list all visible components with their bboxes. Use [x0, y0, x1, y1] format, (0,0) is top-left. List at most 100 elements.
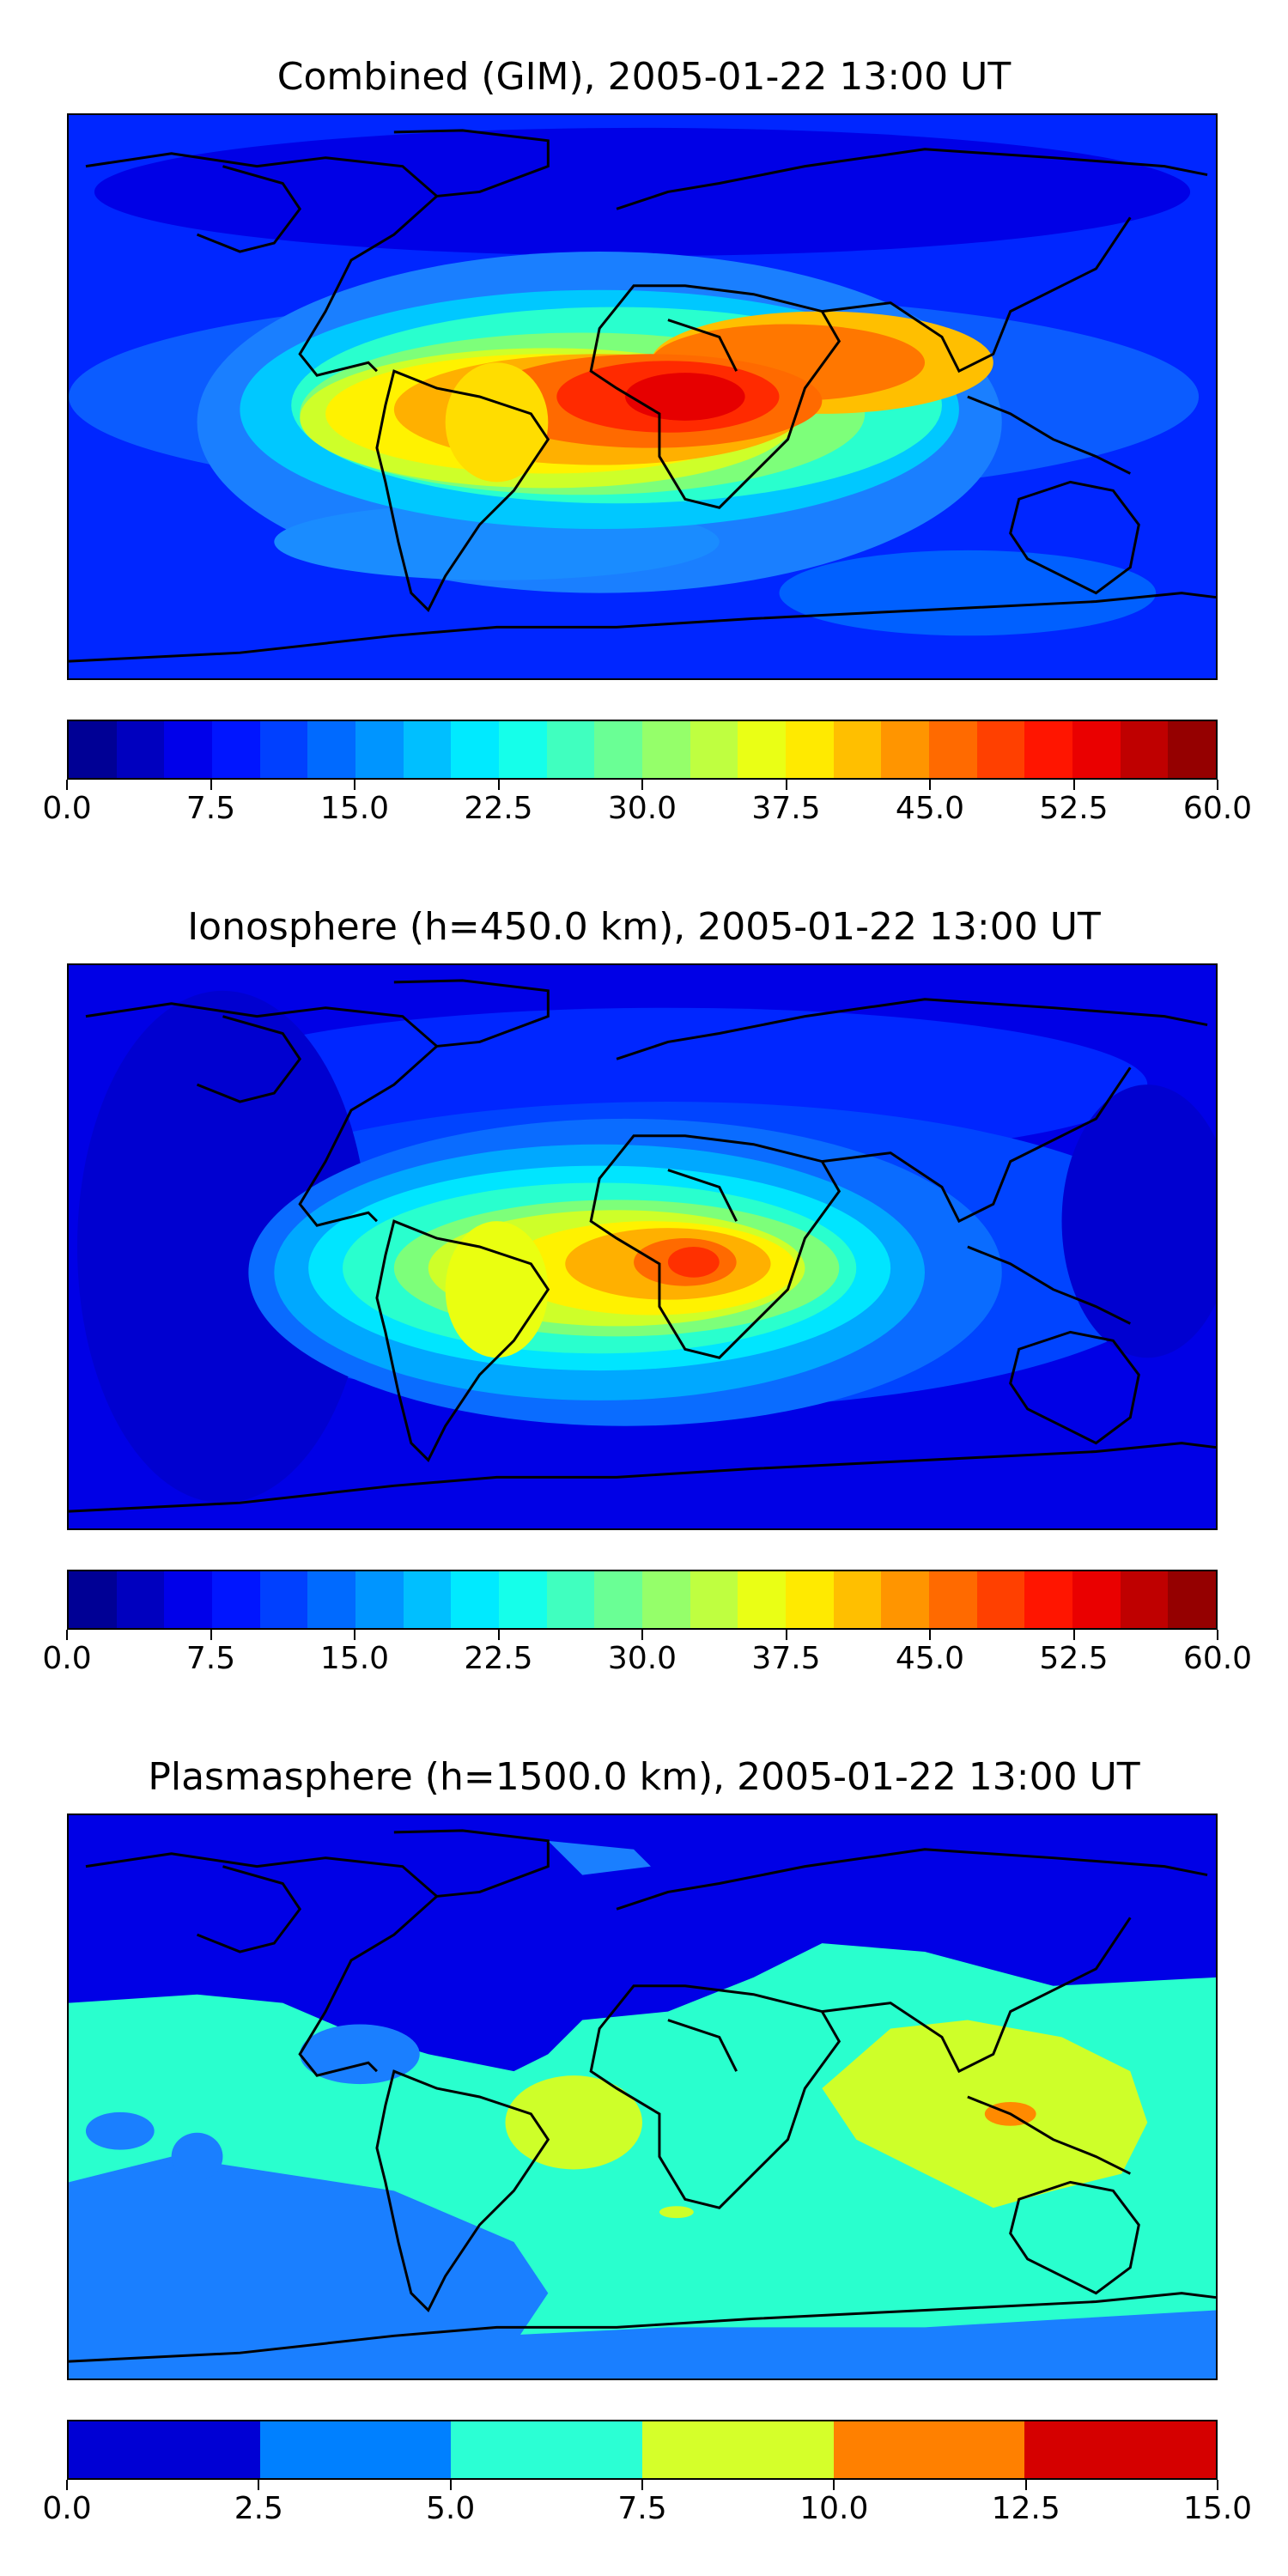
- colorbar-segment: [259, 2421, 452, 2478]
- panel-1-title: Combined (GIM), 2005-01-22 13:00 UT: [276, 55, 1012, 99]
- colorbar-tick-label: 15.0: [319, 791, 390, 826]
- panel-1-colorbar: [67, 720, 1218, 780]
- colorbar-tick-mark: [1024, 2480, 1027, 2490]
- colorbar-segment: [1024, 721, 1073, 778]
- colorbar-tick-mark: [641, 780, 643, 790]
- colorbar-segment: [642, 2421, 834, 2478]
- colorbar-segment: [355, 721, 404, 778]
- colorbar-segment: [1168, 721, 1216, 778]
- colorbar-tick-label: 52.5: [1039, 1641, 1109, 1676]
- panel-3-colorbar: [67, 2420, 1218, 2480]
- colorbar-segment: [786, 1571, 834, 1628]
- panel-2-map-svg: [69, 965, 1216, 1528]
- panel-2-colorbar: [67, 1570, 1218, 1630]
- colorbar-segment: [929, 1571, 977, 1628]
- colorbar-tick-mark: [641, 2480, 643, 2490]
- colorbar-tick-mark: [1217, 780, 1218, 790]
- colorbar-segment: [451, 1571, 500, 1628]
- colorbar-tick-label: 7.5: [185, 1641, 236, 1676]
- colorbar-tick-label: 15.0: [319, 1641, 390, 1676]
- colorbar-segment: [212, 721, 260, 778]
- colorbar-tick-label: 52.5: [1039, 791, 1109, 826]
- colorbar-tick-mark: [785, 1630, 787, 1640]
- colorbar-segment: [690, 1571, 738, 1628]
- colorbar-segment: [833, 2421, 1025, 2478]
- colorbar-tick-mark: [1072, 780, 1075, 790]
- colorbar-segment: [403, 721, 452, 778]
- colorbar-tick-mark: [66, 1630, 68, 1640]
- colorbar-tick-label: 37.5: [751, 791, 821, 826]
- colorbar-segment: [594, 1571, 643, 1628]
- colorbar-segment: [881, 721, 930, 778]
- colorbar-tick-label: 0.0: [42, 1641, 92, 1676]
- colorbar-segment: [116, 1571, 165, 1628]
- colorbar-segment: [259, 1571, 308, 1628]
- colorbar-segment: [546, 1571, 595, 1628]
- colorbar-segment: [69, 721, 117, 778]
- colorbar-tick-mark: [354, 780, 355, 790]
- colorbar-segment: [881, 1571, 930, 1628]
- colorbar-segment: [499, 721, 547, 778]
- colorbar-tick-label: 30.0: [607, 791, 677, 826]
- colorbar-tick-label: 2.5: [234, 2491, 283, 2526]
- colorbar-segment: [259, 721, 308, 778]
- colorbar-tick-label: 45.0: [895, 791, 965, 826]
- colorbar-segment: [1120, 721, 1169, 778]
- colorbar-segment: [451, 2421, 643, 2478]
- colorbar-segment: [642, 1571, 690, 1628]
- colorbar-segment: [594, 721, 643, 778]
- colorbar-tick-mark: [66, 2480, 68, 2490]
- colorbar-tick-mark: [833, 2480, 835, 2490]
- colorbar-tick-label: 22.5: [464, 1641, 533, 1676]
- colorbar-segment: [116, 721, 165, 778]
- colorbar-tick-label: 45.0: [895, 1641, 965, 1676]
- colorbar-tick-label: 7.5: [617, 2491, 667, 2526]
- colorbar-segment: [1072, 1571, 1121, 1628]
- colorbar-tick-label: 5.0: [426, 2491, 476, 2526]
- colorbar-segment: [833, 1571, 882, 1628]
- panel-2-map: [67, 963, 1218, 1530]
- colorbar-segment: [1024, 2421, 1216, 2478]
- colorbar-tick-label: 10.0: [799, 2491, 869, 2526]
- colorbar-segment: [307, 721, 356, 778]
- colorbar-segment: [1120, 1571, 1169, 1628]
- colorbar-segment: [976, 1571, 1025, 1628]
- colorbar-tick-mark: [354, 1630, 355, 1640]
- colorbar-tick-mark: [1072, 1630, 1075, 1640]
- colorbar-tick-mark: [929, 780, 931, 790]
- colorbar-tick-label: 7.5: [185, 791, 236, 826]
- colorbar-tick-label: 60.0: [1182, 1641, 1253, 1676]
- colorbar-segment: [164, 1571, 213, 1628]
- colorbar-tick-label: 60.0: [1182, 791, 1253, 826]
- colorbar-tick-label: 22.5: [464, 791, 533, 826]
- colorbar-tick-mark: [497, 780, 500, 790]
- colorbar-tick-mark: [785, 780, 787, 790]
- colorbar-segment: [1024, 1571, 1073, 1628]
- colorbar-segment: [976, 721, 1025, 778]
- panel-1-map-svg: [69, 115, 1216, 678]
- colorbar-tick-mark: [1217, 1630, 1218, 1640]
- colorbar-segment: [833, 721, 882, 778]
- colorbar-segment: [212, 1571, 260, 1628]
- colorbar-tick-mark: [641, 1630, 643, 1640]
- colorbar-tick-label: 0.0: [42, 791, 92, 826]
- colorbar-tick-label: 12.5: [991, 2491, 1060, 2526]
- colorbar-segment: [546, 721, 595, 778]
- colorbar-segment: [164, 721, 213, 778]
- colorbar-tick-label: 15.0: [1182, 2491, 1253, 2526]
- colorbar-segment: [1072, 721, 1121, 778]
- colorbar-tick-mark: [929, 1630, 931, 1640]
- colorbar-segment: [499, 1571, 547, 1628]
- colorbar-tick-mark: [449, 2480, 452, 2490]
- colorbar-tick-label: 30.0: [607, 1641, 677, 1676]
- panel-1-map: [67, 113, 1218, 680]
- colorbar-tick-label: 37.5: [751, 1641, 821, 1676]
- panel-2-title: Ionosphere (h=450.0 km), 2005-01-22 13:0…: [187, 905, 1101, 949]
- colorbar-segment: [1168, 1571, 1216, 1628]
- colorbar-tick-mark: [1217, 2480, 1218, 2490]
- colorbar-segment: [738, 721, 787, 778]
- colorbar-tick-mark: [497, 1630, 500, 1640]
- colorbar-segment: [738, 1571, 787, 1628]
- colorbar-segment: [929, 721, 977, 778]
- colorbar-segment: [786, 721, 834, 778]
